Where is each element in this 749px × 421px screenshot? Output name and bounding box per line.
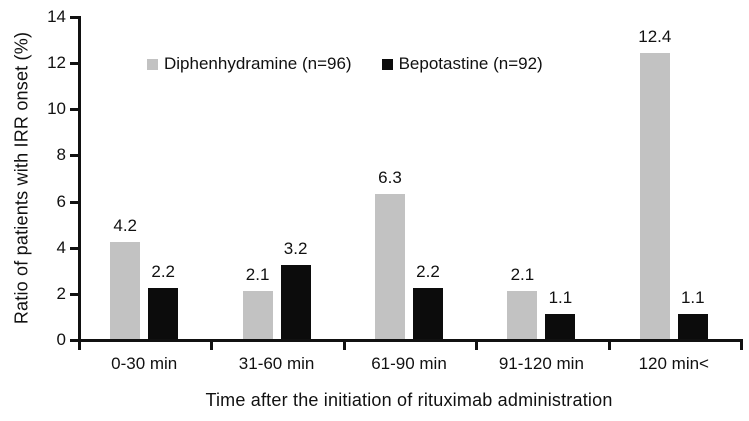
y-tick-mark <box>70 246 78 250</box>
bar <box>148 288 179 339</box>
y-tick-mark <box>70 339 78 342</box>
bar-value-label: 3.2 <box>283 239 308 259</box>
legend-item: Bepotastine (n=92) <box>381 53 543 75</box>
bar <box>375 193 405 339</box>
y-tick-label: 10 <box>47 99 66 119</box>
bar-value-label: 2.2 <box>416 262 440 282</box>
legend-label: Bepotastine (n=92) <box>398 54 543 73</box>
bar <box>639 52 670 339</box>
y-tick-label: 4 <box>56 237 66 257</box>
bar <box>280 265 311 339</box>
y-tick-label: 2 <box>56 283 66 303</box>
x-tick-label: 61-90 min <box>371 354 447 373</box>
legend-item: Diphenhydramine (n=96) <box>147 53 352 75</box>
x-tick-mark <box>740 342 743 350</box>
x-tick-label: 31-60 min <box>238 354 315 373</box>
bar-value-label: 2.2 <box>151 262 175 282</box>
y-tick-mark <box>70 292 78 296</box>
bar-value-label: 4.2 <box>113 216 137 236</box>
bar <box>110 242 141 339</box>
legend: Diphenhydramine (n=96) Bepotastine (n=92) <box>147 53 543 75</box>
y-tick-label: 6 <box>56 191 66 211</box>
x-tick-mark <box>342 342 346 350</box>
bar-value-label: 6.3 <box>378 167 402 187</box>
x-tick-mark <box>210 342 214 350</box>
x-axis-title: Time after the initiation of rituximab a… <box>205 390 613 410</box>
y-tick-mark <box>70 108 78 112</box>
y-tick-mark <box>70 200 78 204</box>
x-axis-line <box>78 339 743 342</box>
bar-value-label: 12.4 <box>638 26 672 46</box>
y-axis-line <box>78 16 81 342</box>
bar-value-label: 1.1 <box>548 287 573 307</box>
y-tick-mark <box>70 154 78 158</box>
legend-swatch-icon <box>147 58 158 70</box>
x-tick-label: 0-30 min <box>111 354 178 373</box>
x-tick-label: 120 min< <box>638 354 709 373</box>
bar-value-label: 2.1 <box>245 264 270 284</box>
y-tick-label: 0 <box>56 330 66 349</box>
y-tick-label: 12 <box>47 53 66 73</box>
bar <box>242 290 273 339</box>
bar-value-label: 2.1 <box>510 264 535 284</box>
y-tick-label: 14 <box>47 7 66 26</box>
y-tick-label: 8 <box>56 145 66 165</box>
y-tick-mark <box>70 62 78 66</box>
y-axis-title: Ratio of patients with IRR onset (%) <box>11 31 32 325</box>
bar-value-label: 1.1 <box>680 287 705 307</box>
x-tick-label: 91-120 min <box>498 354 584 373</box>
x-tick-mark <box>78 342 81 350</box>
y-tick-mark <box>70 16 78 19</box>
bar <box>677 313 708 339</box>
x-tick-mark <box>607 342 611 350</box>
legend-label: Diphenhydramine (n=96) <box>164 54 352 73</box>
legend-swatch-icon <box>381 58 393 70</box>
x-tick-mark <box>475 342 479 350</box>
bar <box>507 290 538 339</box>
bar <box>413 288 443 339</box>
bar <box>545 313 576 339</box>
